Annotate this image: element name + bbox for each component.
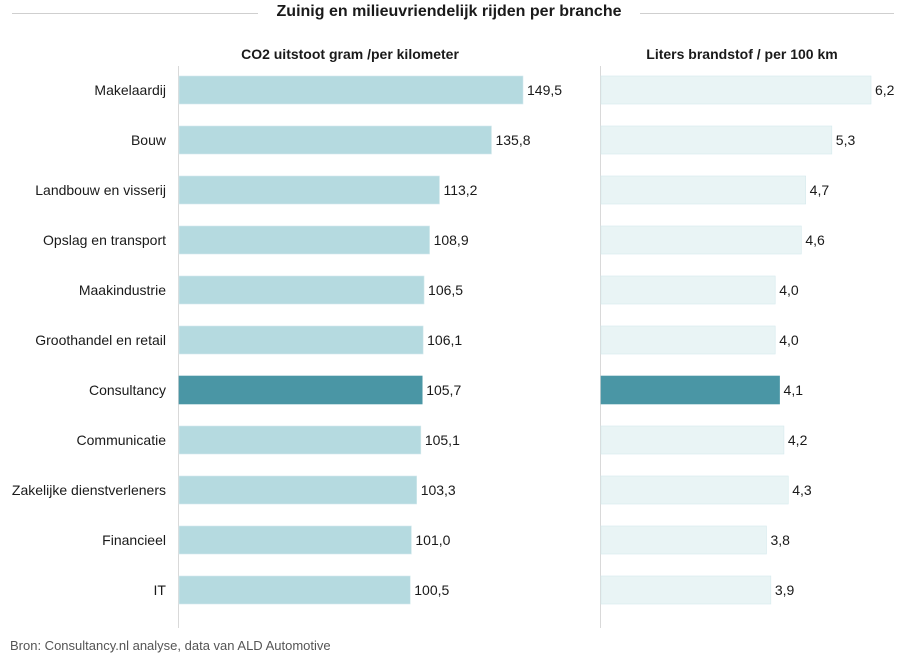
source-note: Bron: Consultancy.nl analyse, data van A… xyxy=(10,638,331,653)
fuel-value-label: 5,3 xyxy=(836,132,856,148)
co2-bar xyxy=(178,425,422,455)
co2-bar xyxy=(178,375,423,405)
fuel-bar xyxy=(600,275,776,305)
category-label: Financieel xyxy=(102,532,166,548)
co2-value-label: 106,1 xyxy=(427,332,462,348)
category-label: Communicatie xyxy=(77,432,167,448)
fuel-panel-title: Liters brandstof / per 100 km xyxy=(646,46,837,62)
category-label: Maakindustrie xyxy=(79,282,166,298)
co2-value-label: 135,8 xyxy=(495,132,530,148)
fuel-value-label: 3,9 xyxy=(775,582,795,598)
co2-bar xyxy=(178,175,440,205)
title-rule-left xyxy=(12,13,258,14)
fuel-value-label: 4,0 xyxy=(779,282,799,298)
co2-bar xyxy=(178,125,492,155)
co2-value-label: 105,1 xyxy=(425,432,460,448)
category-label: Opslag en transport xyxy=(43,232,166,248)
fuel-value-label: 4,0 xyxy=(779,332,799,348)
fuel-bar xyxy=(600,575,772,605)
fuel-bar xyxy=(600,125,833,155)
co2-value-label: 103,3 xyxy=(421,482,456,498)
title-rule-right xyxy=(640,13,894,14)
category-label: Makelaardij xyxy=(94,82,166,98)
fuel-bar xyxy=(600,475,789,505)
co2-value-label: 149,5 xyxy=(527,82,562,98)
category-label: IT xyxy=(154,582,167,598)
fuel-bar xyxy=(600,75,872,105)
co2-value-label: 105,7 xyxy=(426,382,461,398)
fuel-value-label: 4,7 xyxy=(810,182,830,198)
category-label: Consultancy xyxy=(89,382,166,398)
fuel-value-label: 4,3 xyxy=(792,482,812,498)
co2-value-label: 113,2 xyxy=(443,182,477,198)
chart-title: Zuinig en milieuvriendelijk rijden per b… xyxy=(276,3,622,20)
co2-bars: 149,5 Makelaardij 135,8 Bouw 113,2 Landbouw e… xyxy=(12,75,562,605)
fuel-value-label: 6,2 xyxy=(875,82,895,98)
category-label: Groothandel en retail xyxy=(35,332,166,348)
category-label: Bouw xyxy=(131,132,167,148)
co2-bar xyxy=(178,325,424,355)
fuel-bar xyxy=(600,325,776,355)
co2-value-label: 100,5 xyxy=(414,582,449,598)
co2-value-label: 106,5 xyxy=(428,282,463,298)
fuel-bar xyxy=(600,225,802,255)
fuel-bar xyxy=(600,425,785,455)
fuel-value-label: 4,1 xyxy=(784,382,804,398)
co2-panel-title: CO2 uitstoot gram /per kilometer xyxy=(241,46,459,62)
fuel-value-label: 3,8 xyxy=(770,532,790,548)
title-bar: Zuinig en milieuvriendelijk rijden per b… xyxy=(0,0,900,28)
co2-value-label: 101,0 xyxy=(415,532,450,548)
co2-bar xyxy=(178,475,417,505)
fuel-bar xyxy=(600,175,806,205)
co2-bar xyxy=(178,225,430,255)
fuel-bars: 6,2 5,3 4,7 4,6 4,0 4,0 4,1 4,2 4,3 3,8 3,9 xyxy=(600,75,895,605)
fuel-bar xyxy=(600,375,780,405)
fuel-bar xyxy=(600,525,767,555)
co2-bar xyxy=(178,525,412,555)
category-label: Zakelijke dienstverleners xyxy=(12,482,166,498)
fuel-value-label: 4,2 xyxy=(788,432,808,448)
co2-value-label: 108,9 xyxy=(434,232,469,248)
fuel-value-label: 4,6 xyxy=(805,232,825,248)
co2-bar xyxy=(178,575,411,605)
category-label: Landbouw en visserij xyxy=(35,182,166,198)
co2-bar xyxy=(178,75,524,105)
co2-bar xyxy=(178,275,425,305)
